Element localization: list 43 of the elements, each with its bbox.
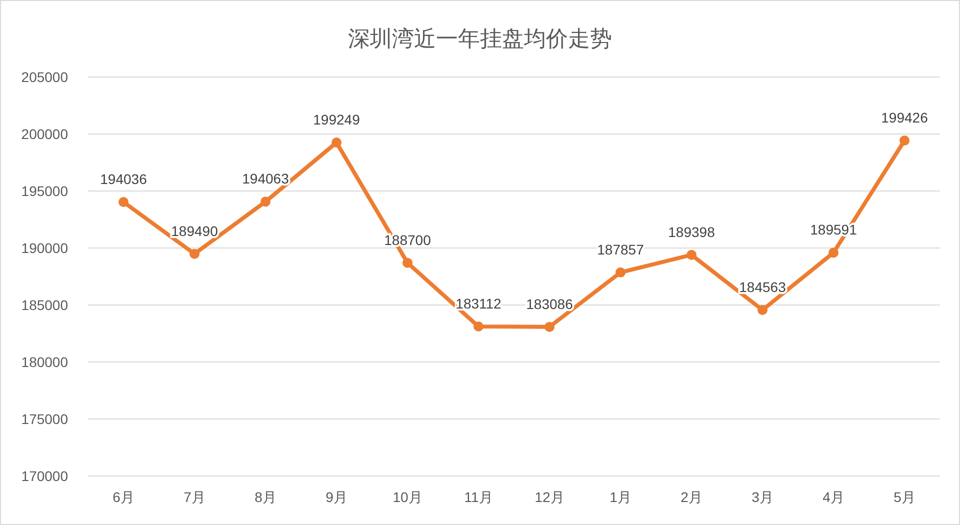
point bbox=[118, 196, 128, 207]
x-tick-label: 2月 bbox=[680, 489, 702, 505]
point bbox=[544, 322, 554, 332]
point bbox=[474, 322, 484, 332]
y-tick-label: 205000 bbox=[21, 69, 68, 85]
point bbox=[900, 136, 910, 146]
x-tick-label: 1月 bbox=[610, 489, 632, 505]
x-tick-label: 5月 bbox=[894, 489, 916, 505]
x-tick-label: 11月 bbox=[464, 489, 493, 505]
data-label: 187857 bbox=[597, 241, 644, 258]
point bbox=[616, 267, 626, 278]
x-tick-label: 12月 bbox=[534, 489, 564, 505]
y-tick-label: 185000 bbox=[21, 297, 68, 313]
y-tick-label: 195000 bbox=[21, 183, 68, 199]
y-tick-label: 200000 bbox=[21, 126, 68, 142]
data-label: 194036 bbox=[100, 170, 148, 187]
x-tick-label: 3月 bbox=[752, 489, 774, 505]
y-tick-label: 180000 bbox=[21, 354, 68, 370]
data-label: 194063 bbox=[242, 170, 290, 187]
data-label: 189398 bbox=[668, 224, 716, 240]
x-tick-label: 4月 bbox=[822, 489, 844, 505]
data-label: 199426 bbox=[881, 110, 928, 126]
data-label: 189490 bbox=[171, 222, 218, 239]
x-tick-label: 6月 bbox=[112, 489, 134, 505]
point bbox=[332, 138, 342, 148]
point bbox=[190, 248, 200, 259]
point bbox=[686, 250, 696, 260]
chart-title: 深圳湾近一年挂盘均价走势 bbox=[348, 26, 612, 51]
x-tick-label: 9月 bbox=[326, 489, 348, 505]
point bbox=[758, 304, 768, 315]
point bbox=[828, 248, 838, 258]
data-label: 183086 bbox=[526, 296, 574, 312]
y-tick-label: 190000 bbox=[21, 240, 68, 256]
x-tick-label: 10月 bbox=[392, 489, 422, 505]
y-tick-label: 170000 bbox=[21, 468, 68, 484]
x-tick-label: 8月 bbox=[254, 489, 276, 505]
y-tick-label: 175000 bbox=[21, 411, 68, 427]
point bbox=[402, 258, 412, 268]
point bbox=[260, 196, 270, 207]
data-label: 183112 bbox=[456, 296, 502, 312]
x-tick-label: 7月 bbox=[184, 489, 206, 505]
data-label: 184563 bbox=[739, 278, 786, 295]
data-label: 199249 bbox=[313, 112, 360, 128]
